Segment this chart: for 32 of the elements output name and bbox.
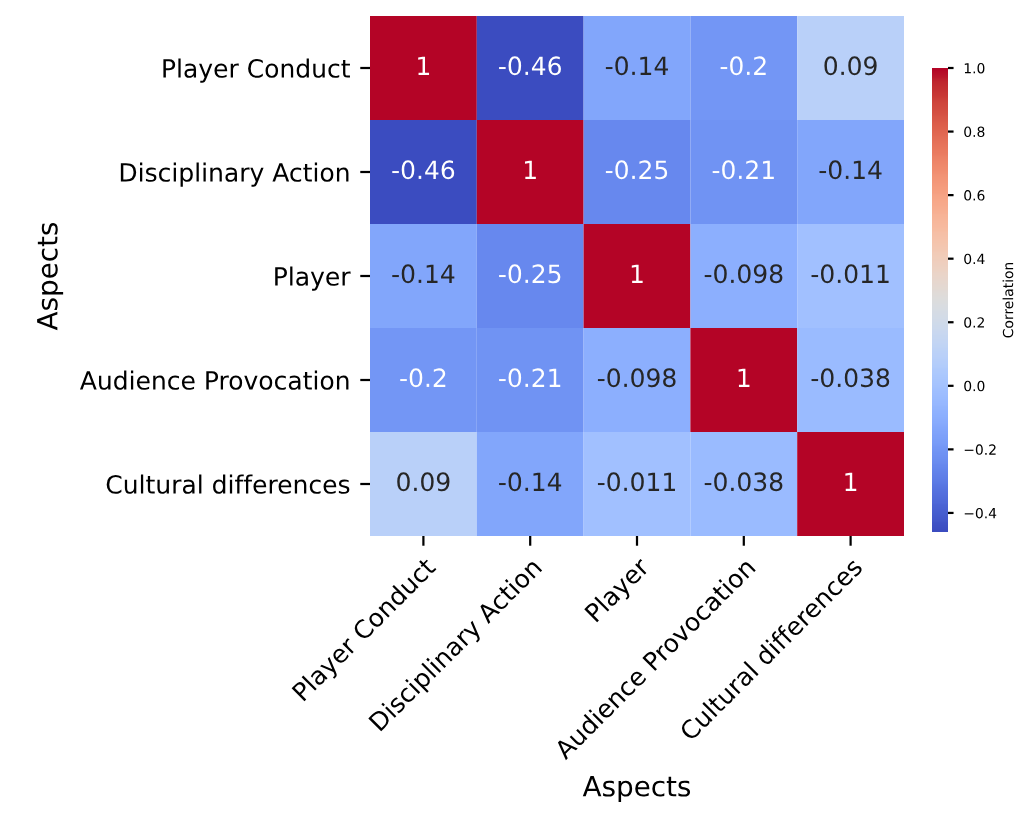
data-label: -0.25: [605, 160, 668, 180]
data-label: 1: [524, 160, 536, 179]
y-tick-label: Audience Provocation: [79, 370, 349, 390]
data-label: 1: [631, 264, 643, 283]
data-label: -0.011: [597, 472, 675, 492]
data-label: -0.25: [499, 264, 561, 284]
y-tick-label: Player: [275, 266, 351, 291]
data-label: -0.46: [392, 160, 455, 180]
data-label: 0.09: [397, 472, 450, 492]
data-label: -0.098: [704, 264, 783, 284]
data-label: -0.038: [811, 368, 890, 388]
data-label: 1: [738, 368, 750, 387]
y-tick-label: Cultural differences: [106, 474, 350, 494]
data-label: 0.09: [824, 56, 877, 76]
data-label: -0.14: [819, 160, 882, 180]
data-label: -0.2: [720, 56, 766, 76]
x-axis-title: Aspects: [582, 775, 691, 802]
y-tick-label: Player Conduct: [163, 58, 350, 83]
data-label: -0.14: [499, 472, 562, 492]
data-label: -0.011: [811, 264, 889, 284]
y-tick-label: Disciplinary Action: [120, 162, 349, 187]
data-label: -0.21: [499, 368, 561, 388]
data-label: -0.14: [392, 264, 455, 284]
data-label: 1: [845, 472, 857, 491]
data-label: -0.21: [712, 160, 774, 180]
y-axis-title: Aspects: [37, 222, 64, 331]
data-label: -0.038: [704, 472, 783, 492]
data-label: -0.14: [605, 56, 668, 76]
data-label: -0.2: [400, 368, 446, 388]
data-label: -0.46: [499, 56, 561, 76]
data-label: 1: [418, 56, 430, 75]
data-label: -0.098: [597, 368, 676, 388]
